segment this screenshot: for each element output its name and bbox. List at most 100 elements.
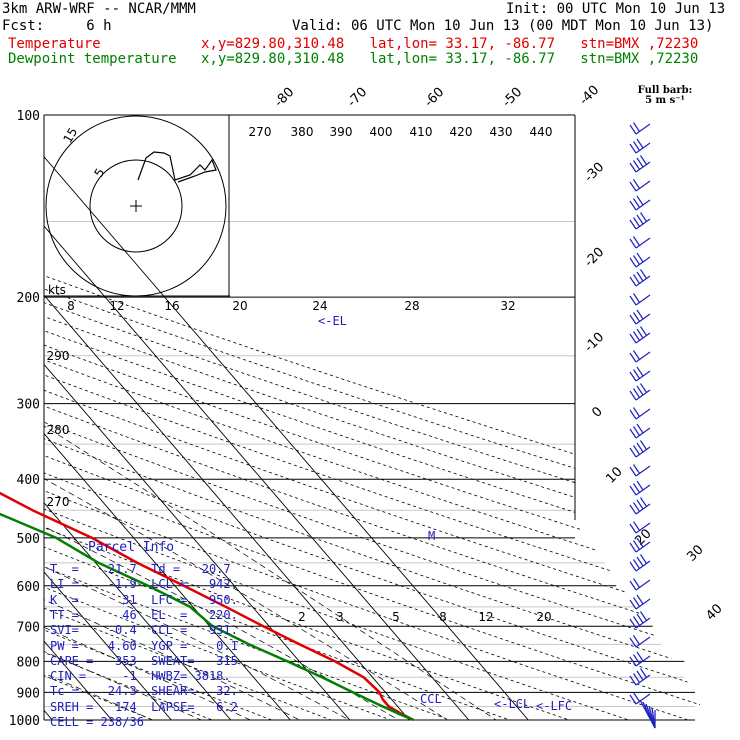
wind-barb	[629, 195, 651, 211]
annotation-4: <-LFC	[536, 699, 572, 713]
moist-adiabat-36	[44, 296, 516, 720]
dry-adiabat-440	[44, 115, 700, 720]
dry-adiabat-300	[44, 115, 487, 720]
wind-barb	[629, 155, 651, 173]
mixing-ratio-label-1: 3	[336, 610, 344, 624]
pressure-label-500: 500	[17, 532, 40, 547]
pressure-label-700: 700	[17, 620, 40, 635]
temperature-location: x,y=829.80,310.48 lat,lon= 33.17, -86.77…	[201, 36, 699, 52]
model-title: 3km ARW-WRF -- NCAR/MMM	[2, 1, 196, 17]
pressure-label-400: 400	[17, 473, 40, 488]
moist-adiabat-28	[44, 296, 469, 720]
moist-adiabat--12	[44, 296, 231, 720]
wind-barb	[629, 407, 651, 420]
pressure-label-1000: 1000	[9, 714, 40, 729]
isotherm--10	[44, 115, 232, 720]
moist-adiabat-4	[44, 296, 326, 720]
annotation-3: <-LCL	[494, 697, 530, 711]
dry-adiabat-400	[44, 115, 700, 720]
wind-barb	[629, 594, 651, 610]
wind-barb	[629, 350, 651, 363]
wind-speed-label-1: 12	[109, 299, 124, 313]
wind-speed-label-6: 32	[500, 299, 515, 313]
dry-adiabat-320	[44, 115, 607, 720]
wind-speed-label-3: 20	[232, 299, 247, 313]
parcel-info-row: K = 31 LFC = 950.	[50, 592, 238, 607]
wind-barb	[629, 138, 651, 154]
dry-adiabat-430	[44, 115, 700, 720]
dewpoint-profile	[0, 512, 414, 722]
wind-barb	[629, 668, 651, 686]
wind-barb	[629, 122, 651, 135]
isotherm-20	[44, 115, 410, 720]
mixing-ratio-label-3: 8	[439, 610, 447, 624]
wind-barb	[629, 611, 651, 629]
wind-barb	[629, 423, 651, 439]
isotherm-label--20: -20	[582, 245, 608, 271]
wind-barb	[629, 269, 651, 287]
wind-barb	[629, 252, 651, 268]
dry-adiabat-280	[44, 115, 366, 720]
isotherm-label--80: -80	[272, 85, 298, 111]
parcel-info-row: Tc = 24.3 SHEAR= 32.	[50, 684, 238, 699]
wind-barb	[629, 578, 651, 591]
parcel-info-row: SVI= -0.4 CCL = 931.	[50, 623, 238, 638]
wind-barb	[629, 480, 651, 496]
hodograph-ring-label-0: 5	[91, 166, 107, 180]
wind-barb	[629, 635, 651, 648]
isotherm-label--40: -40	[577, 83, 603, 109]
pressure-label-900: 900	[17, 686, 40, 701]
parcel-info-row: CAPE = 353 SWEAT= 315	[50, 653, 238, 668]
wind-barb	[629, 236, 651, 249]
isotherm-label-30: 30	[684, 542, 706, 564]
theta-label-5: 420	[450, 125, 473, 139]
dry-adiabat-360	[44, 115, 700, 720]
theta-label-3: 400	[370, 125, 393, 139]
isotherm-30	[44, 115, 470, 720]
wind-speed-label-5: 28	[404, 299, 419, 313]
annotation-1: M	[428, 529, 435, 543]
annotation-2: CCL	[420, 692, 442, 706]
isotherm-10	[44, 115, 351, 720]
theta-label-2: 390	[330, 125, 353, 139]
adiabat-label-1: 280	[47, 423, 70, 437]
wind-barb	[629, 497, 651, 515]
isotherm-label--50: -50	[500, 85, 526, 111]
pressure-label-600: 600	[17, 580, 40, 595]
parcel-info-row: LI = -1.9 LCL = 942.	[50, 577, 238, 592]
parcel-info-row: CIN = -1 HWBZ= 3818.	[50, 669, 231, 684]
theta-label-7: 440	[530, 125, 553, 139]
dry-adiabat-380	[44, 115, 700, 720]
wind-barb	[629, 366, 651, 382]
isotherm-label-10: 10	[603, 464, 625, 486]
wind-barb	[629, 464, 651, 477]
adiabat-label-0: 290	[47, 349, 70, 363]
moist-adiabat-12	[44, 296, 373, 720]
isotherm-label--60: -60	[422, 85, 448, 111]
dry-adiabat-260	[44, 115, 245, 720]
pressure-label-800: 800	[17, 655, 40, 670]
valid-time: Valid: 06 UTC Mon 10 Jun 13 (00 MDT Mon …	[292, 18, 714, 34]
isotherm-label-40: 40	[703, 601, 725, 623]
temperature-legend-label: Temperature	[8, 36, 101, 52]
wind-barb	[629, 212, 651, 230]
hodograph-trace	[137, 151, 217, 183]
wind-barb	[629, 692, 651, 705]
dewpoint-location: x,y=829.80,310.48 lat,lon= 33.17, -86.77…	[201, 51, 699, 67]
wind-barb	[629, 521, 651, 534]
adiabat-label-2: 270	[47, 495, 70, 509]
isotherm--20	[44, 115, 172, 720]
parcel-info-row: SREH = 174 LAPSE= 6.2	[50, 699, 238, 714]
theta-label-4: 410	[410, 125, 433, 139]
wind-speed-label-0: 8	[67, 299, 75, 313]
wind-barb	[629, 383, 651, 401]
mixing-ratio-label-4: 12	[478, 610, 493, 624]
pressure-label-300: 300	[17, 398, 40, 413]
forecast-hour: Fcst: 6 h	[2, 18, 112, 34]
temperature-profile	[0, 491, 415, 722]
dewpoint-legend-label: Dewpoint temperature	[8, 51, 177, 67]
parcel-info-title: Parcel Info	[88, 540, 175, 555]
pressure-label-100: 100	[17, 109, 40, 124]
isotherm-40	[44, 115, 529, 720]
